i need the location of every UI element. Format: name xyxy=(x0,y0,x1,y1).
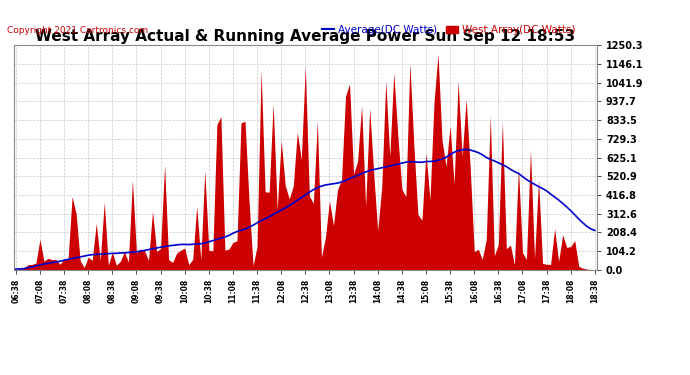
Text: Copyright 2021 Cartronics.com: Copyright 2021 Cartronics.com xyxy=(7,26,148,35)
Legend: Average(DC Watts), West Array(DC Watts): Average(DC Watts), West Array(DC Watts) xyxy=(317,21,580,39)
Title: West Array Actual & Running Average Power Sun Sep 12 18:53: West Array Actual & Running Average Powe… xyxy=(35,29,575,44)
